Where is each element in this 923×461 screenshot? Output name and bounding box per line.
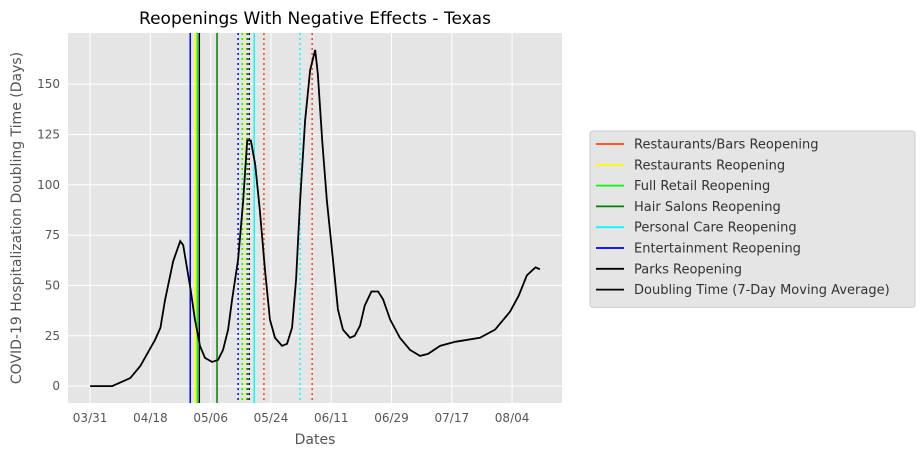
legend-box: [589, 130, 916, 308]
x-tick-label: 05/06: [193, 411, 228, 425]
legend-label: Entertainment Reopening: [634, 242, 801, 257]
x-tick-label: 08/04: [495, 411, 530, 425]
data-line: [90, 49, 541, 387]
legend-label: Hair Salons Reopening: [634, 200, 781, 215]
y-tick-label: 0: [52, 379, 60, 393]
legend-label: Parks Reopening: [634, 262, 742, 277]
x-tick-label: 07/17: [435, 411, 470, 425]
legend-label: Full Retail Reopening: [634, 179, 770, 194]
chart-title: Reopenings With Negative Effects - Texas: [139, 9, 491, 29]
x-tick-label: 04/18: [133, 411, 168, 425]
x-tick-label: 06/11: [314, 411, 349, 425]
y-tick-label: 150: [37, 77, 60, 91]
y-tick-label: 25: [45, 329, 60, 343]
x-tick-label: 05/24: [254, 411, 289, 425]
legend-label: Restaurants/Bars Reopening: [634, 138, 818, 153]
y-tick-label: 75: [45, 228, 60, 242]
y-axis-label: COVID-19 Hospitalization Doubling Time (…: [9, 52, 25, 384]
y-tick-label: 125: [37, 127, 60, 141]
x-axis-label: Dates: [295, 432, 336, 448]
y-tick-label: 100: [37, 178, 60, 192]
legend-label: Restaurants Reopening: [634, 158, 785, 173]
plot-area: [68, 33, 562, 403]
y-tick-label: 50: [45, 278, 60, 292]
legend-label: Doubling Time (7-Day Moving Average): [634, 283, 890, 298]
legend-label: Personal Care Reopening: [634, 221, 797, 236]
x-tick-label: 06/29: [374, 411, 409, 425]
x-tick-label: 03/31: [73, 411, 108, 425]
